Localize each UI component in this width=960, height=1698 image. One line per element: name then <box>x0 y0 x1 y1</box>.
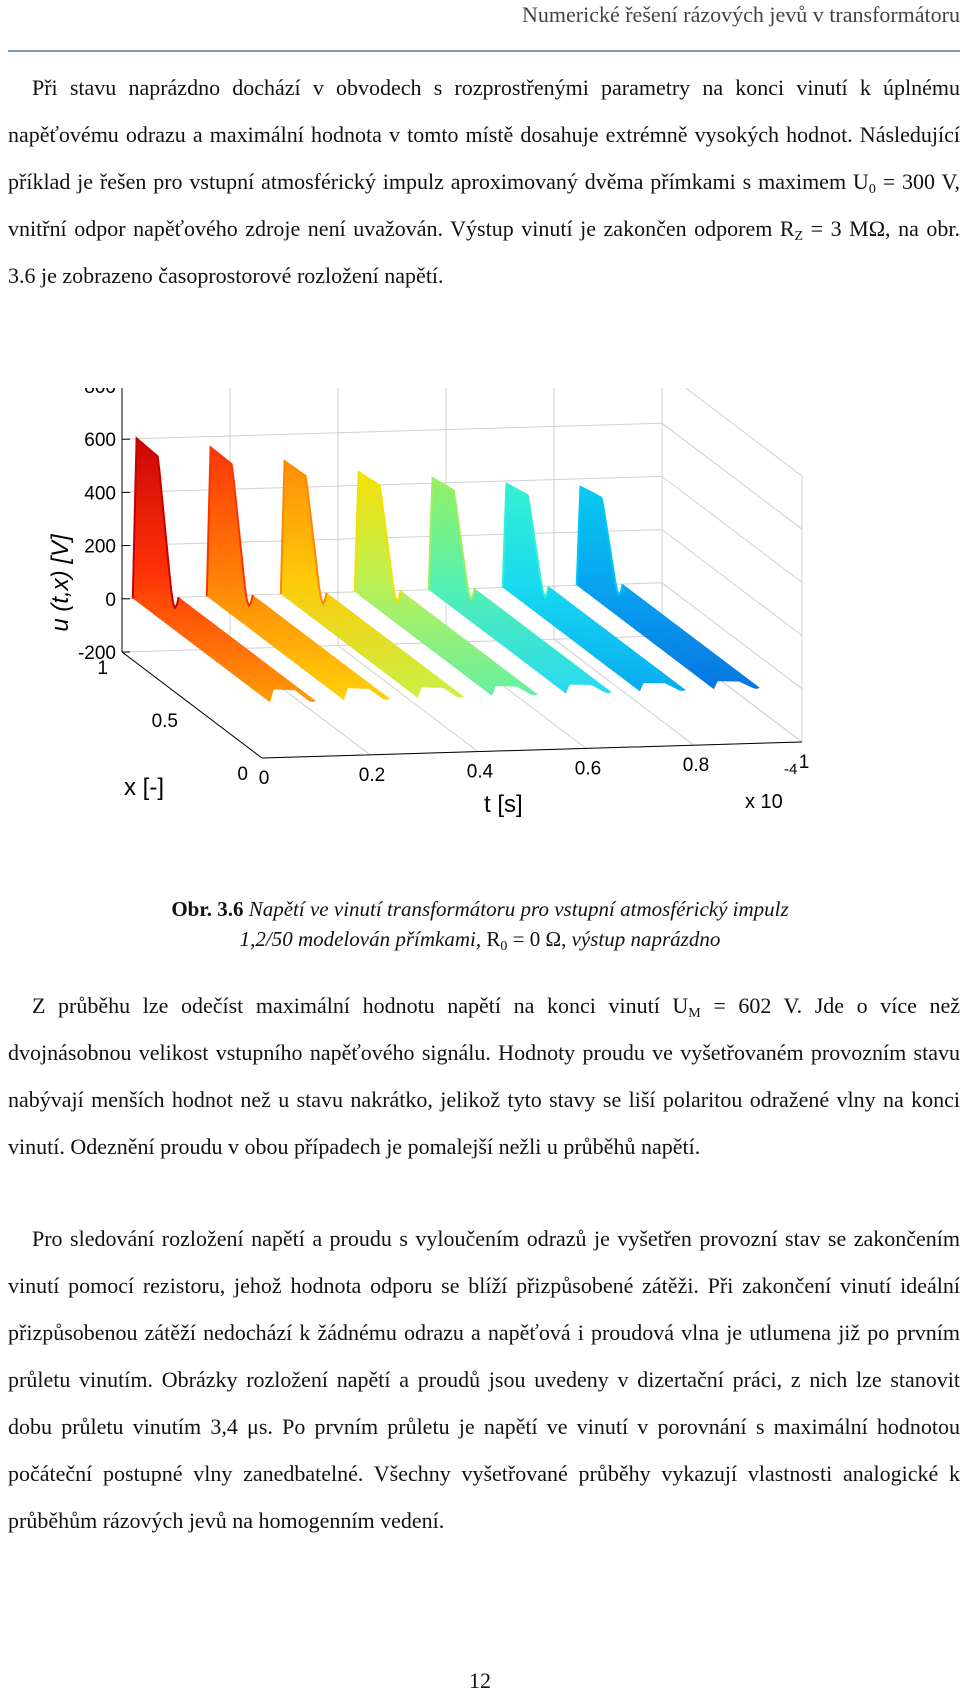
running-title: Numerické řešení rázových jevů v transfo… <box>522 2 960 27</box>
gridline-back <box>121 422 663 440</box>
wave-crest-4 <box>353 470 402 604</box>
z-tick-label: -200 <box>78 643 116 664</box>
gridline-side <box>684 388 803 477</box>
paragraph-1-sub-b: Z <box>794 229 804 244</box>
t-tick-label: 0.6 <box>575 758 601 779</box>
caption-text-2b: R <box>486 927 501 951</box>
t-tick-label: 1 <box>799 752 810 773</box>
x-tick-label: 1 <box>97 658 108 679</box>
paragraph-1-text-a: Při stavu naprázdno dochází v obvodech s… <box>8 75 960 194</box>
paragraph-1-sub-a: 0 <box>868 182 876 197</box>
wave-crest-7 <box>575 485 624 597</box>
z-tick-label: 0 <box>105 590 116 611</box>
paragraph-1: Při stavu naprázdno dochází v obvodech s… <box>8 64 960 299</box>
page-number: 12 <box>469 1668 491 1693</box>
z-axis-label: u (t,x) [V] <box>47 533 74 632</box>
z-tick-label: 800 <box>84 388 116 398</box>
wave-7 <box>576 486 760 690</box>
wave-crest-3 <box>279 459 328 606</box>
gridline-floor <box>337 645 479 752</box>
paragraph-2-text-b: = 602 V. Jde o více než dvojnásobnou vel… <box>8 993 960 1159</box>
x-axis-label: x [-] <box>124 774 164 801</box>
paragraph-1-text-b: = 300 V, vnitřní odpor napěťového zdroje… <box>8 169 960 241</box>
caption-text-1: Napětí ve vinutí transformátoru pro vstu… <box>243 897 789 921</box>
paragraph-2-sub-a: M <box>688 1006 701 1021</box>
caption-line-2: 1,2/50 modelován přímkami, R0 = 0 Ω, výs… <box>0 924 960 954</box>
x-axis-line <box>121 651 263 759</box>
t-tick-label: 0.4 <box>467 762 494 783</box>
paragraph-3-text: Pro sledování rozložení napětí a proudu … <box>8 1226 960 1533</box>
caption-text-2c: = 0 Ω, <box>507 927 572 951</box>
gridline-side <box>661 529 803 636</box>
x-tick-label: 0 <box>237 764 248 785</box>
caption-sub-2b: 0 <box>500 939 508 954</box>
t-tick-label: 0 <box>259 768 270 789</box>
z-tick-label: 200 <box>84 537 116 558</box>
caption-label: Obr. 3.6 <box>171 897 244 921</box>
gridline-side <box>661 582 803 690</box>
t-tick-label: 0.2 <box>359 765 385 786</box>
gridline-floor <box>553 638 695 746</box>
paragraph-2: Z průběhu lze odečíst maximální hodnotu … <box>8 982 960 1170</box>
paragraph-2-text-a: Z průběhu lze odečíst maximální hodnotu … <box>32 993 689 1018</box>
caption-text-2a: 1,2/50 modelován přímkami, <box>239 927 487 951</box>
wave-5 <box>428 478 612 694</box>
caption-text-2d: výstup naprázdno <box>571 927 721 951</box>
paragraph-3: Pro sledování rozložení napětí a proudu … <box>8 1215 960 1544</box>
wave-1 <box>132 438 316 703</box>
figure-caption: Obr. 3.6 Napětí ve vinutí transformátoru… <box>0 894 960 954</box>
gridline-side <box>661 476 803 583</box>
wave-6 <box>502 483 686 692</box>
t-axis-label: t [s] <box>484 791 523 818</box>
surface-waves <box>131 436 760 703</box>
wave-crest-1 <box>131 436 180 610</box>
paragraph-1-text-c: = 3 MΩ, na obr. 3.6 je zobrazeno časopro… <box>8 216 960 288</box>
wave-crest-2 <box>205 445 254 608</box>
t-axis-multiplier-exponent: -4 <box>784 761 797 778</box>
wave-4 <box>354 472 538 696</box>
header-rule <box>8 50 960 52</box>
wave-crest-6 <box>501 482 550 599</box>
z-tick-label: 400 <box>84 483 116 504</box>
z-tick-label: 600 <box>84 430 116 451</box>
gridline-side <box>661 422 803 530</box>
t-axis-line <box>261 741 803 759</box>
t-axis-multiplier: x 10 <box>745 791 783 813</box>
t-tick-label: 0.8 <box>683 755 709 776</box>
wave-crest-5 <box>427 476 476 601</box>
caption-line-1: Obr. 3.6 Napětí ve vinutí transformátoru… <box>0 894 960 924</box>
x-tick-label: 0.5 <box>152 711 178 732</box>
